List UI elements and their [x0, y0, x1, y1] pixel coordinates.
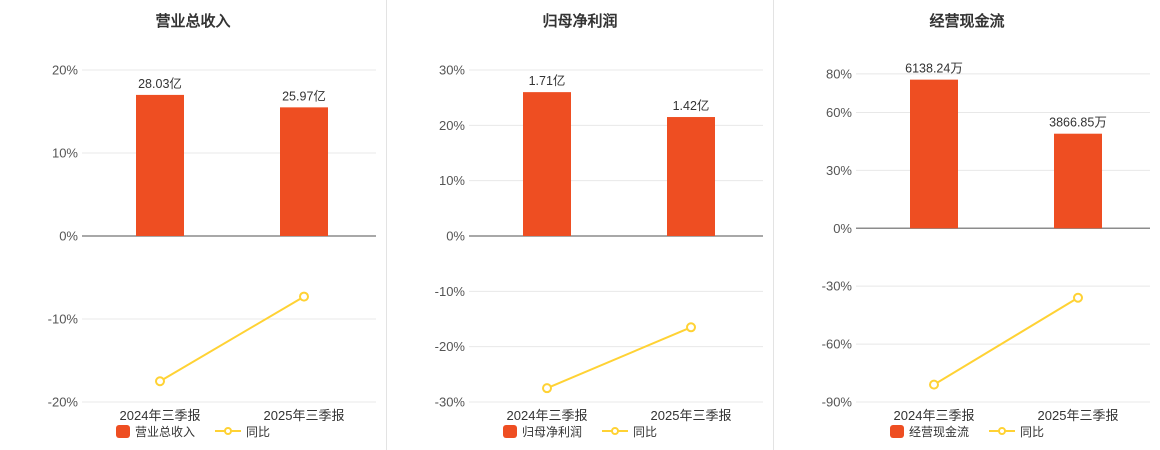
- bar-series-legend-icon: [115, 424, 130, 438]
- yoy-line: [546, 326, 692, 390]
- y-axis-tick-label: 0%: [833, 221, 852, 236]
- x-axis-label: 2025年三季报: [264, 408, 345, 423]
- net-profit-chart: 30% 20% 10% 0% -10% -20% -30% 1.71亿 1.42亿 2024年三季…: [435, 63, 763, 423]
- legend-label-yoy: 同比: [1020, 424, 1045, 439]
- chart-title-operating-revenue: 营业总收入: [155, 13, 231, 30]
- operating-cash-flow-chart: 80% 60% 30% 0% -30% -60% -90% 6138.24万 3866.85万 2…: [822, 62, 1150, 423]
- x-axis-label: 2025年三季报: [1038, 408, 1119, 423]
- legend-item-yoy[interactable]: 同比: [989, 423, 1044, 440]
- legend-item-yoy[interactable]: 同比: [215, 423, 270, 440]
- legend-label-yoy: 同比: [633, 424, 658, 439]
- bar-series-legend-icon: [502, 424, 517, 438]
- line-series-legend-icon: [989, 425, 1015, 437]
- y-axis-tick-label: -60%: [822, 337, 853, 352]
- y-axis-tick-label: -30%: [435, 395, 466, 410]
- panel-net-profit: 归母净利润 30% 20% 10% 0% -10% -20% -30% 1.71亿 1.42亿 2…: [386, 0, 773, 450]
- x-axis-label: 2025年三季报: [651, 408, 732, 423]
- legend-line-marker: [998, 427, 1006, 435]
- legend-item-bar-series[interactable]: 归母净利润: [502, 423, 582, 440]
- y-axis-tick-label: 0%: [59, 229, 78, 244]
- x-axis-label: 2024年三季报: [894, 408, 975, 423]
- y-axis-tick-label: -10%: [48, 312, 79, 327]
- panel-operating-revenue: 营业总收入 20% 10% 0% -10% -20% 28.03亿 25.97亿 2024年三…: [0, 0, 386, 450]
- bar-value-label: 3866.85万: [1049, 116, 1107, 130]
- bar-value-label: 28.03亿: [138, 76, 182, 91]
- legend-line-marker: [611, 427, 619, 435]
- yoy-line-marker: [929, 379, 939, 390]
- chart-title-operating-cash-flow: 经营现金流: [929, 13, 1005, 30]
- yoy-line-marker: [155, 376, 165, 387]
- y-axis-tick-label: 10%: [52, 146, 78, 161]
- legend-label-bar-series: 归母净利润: [521, 424, 582, 439]
- chart-legend: 营业总收入 同比: [115, 422, 270, 440]
- y-axis-tick-label: -20%: [435, 339, 466, 354]
- legend-item-bar-series[interactable]: 营业总收入: [115, 423, 195, 440]
- bar-2024年三季报: [910, 79, 958, 229]
- legend-label-bar-series: 营业总收入: [134, 424, 195, 439]
- bar-value-label: 1.42亿: [673, 98, 710, 113]
- legend-label-yoy: 同比: [246, 424, 271, 439]
- y-axis-tick-label: 80%: [826, 66, 852, 81]
- y-axis-tick-label: 0%: [446, 229, 465, 244]
- legend-item-bar-series[interactable]: 经营现金流: [889, 423, 969, 440]
- legend-label-bar-series: 经营现金流: [908, 424, 969, 439]
- operating-revenue-chart: 20% 10% 0% -10% -20% 28.03亿 25.97亿 2024年三季报 2025…: [48, 63, 376, 423]
- y-axis-tick-label: 60%: [826, 105, 852, 120]
- x-axis-label: 2024年三季报: [120, 408, 201, 423]
- y-axis-tick-label: 30%: [826, 163, 852, 178]
- y-axis-tick-label: -20%: [48, 395, 79, 410]
- yoy-line-marker: [1073, 292, 1083, 303]
- x-axis-label: 2024年三季报: [507, 408, 588, 423]
- legend-line-marker: [224, 427, 232, 435]
- y-axis-tick-label: 30%: [439, 63, 465, 78]
- bar-series-legend-icon: [889, 424, 904, 438]
- bar-2025年三季报: [667, 117, 715, 236]
- y-axis-tick-label: -10%: [435, 284, 466, 299]
- bar-2025年三季报: [280, 107, 328, 236]
- y-axis-tick-label: 10%: [439, 173, 465, 188]
- chart-title-net-profit: 归母净利润: [542, 13, 618, 30]
- yoy-line-marker: [542, 383, 552, 394]
- yoy-line: [933, 296, 1079, 386]
- line-series-legend-icon: [215, 425, 241, 437]
- bar-value-label: 1.71亿: [529, 73, 566, 88]
- y-axis-tick-label: -30%: [822, 279, 853, 294]
- bar-value-label: 25.97亿: [282, 88, 326, 103]
- yoy-line-marker: [686, 322, 696, 333]
- yoy-line-marker: [299, 291, 309, 302]
- bar-2024年三季报: [136, 94, 184, 237]
- bar-2024年三季报: [523, 92, 571, 236]
- yoy-line: [159, 295, 305, 383]
- bar-2025年三季报: [1054, 133, 1102, 229]
- y-axis-tick-label: -90%: [822, 395, 853, 410]
- legend-item-yoy[interactable]: 同比: [602, 423, 657, 440]
- panel-operating-cash-flow: 经营现金流 80% 60% 30% 0% -30% -60% -90% 6138.24万 386…: [773, 0, 1160, 450]
- chart-legend: 归母净利润 同比: [502, 422, 657, 440]
- y-axis-tick-label: 20%: [439, 118, 465, 133]
- y-axis-tick-label: 20%: [52, 63, 78, 78]
- chart-legend: 经营现金流 同比: [889, 422, 1044, 440]
- bar-value-label: 6138.24万: [905, 62, 963, 76]
- line-series-legend-icon: [602, 425, 628, 437]
